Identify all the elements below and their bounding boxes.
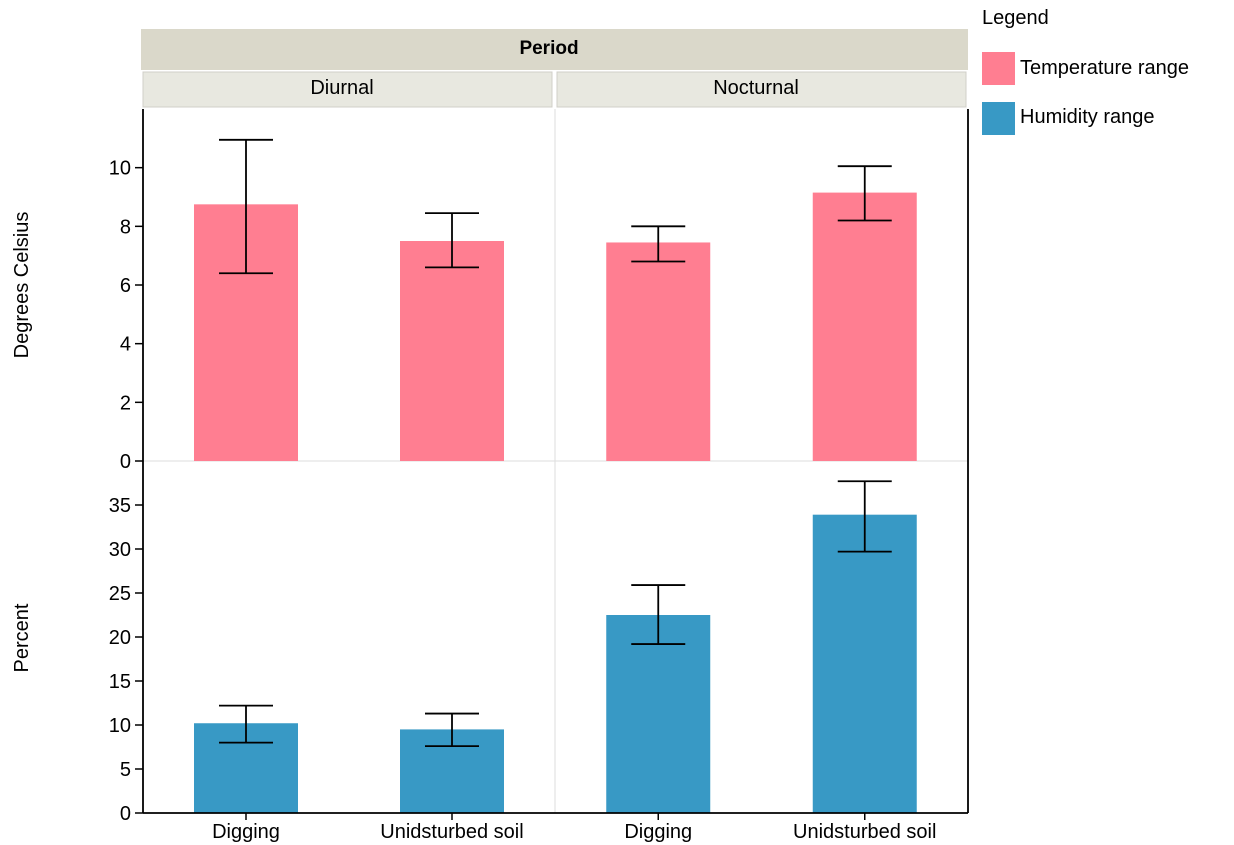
y-tick-label-humidity: 0	[120, 803, 131, 825]
y-tick-label-humidity: 20	[109, 627, 131, 649]
y-tick-label-temperature: 6	[120, 275, 131, 297]
y-tick-label-humidity: 15	[109, 671, 131, 693]
y-tick-label-temperature: 10	[109, 158, 131, 180]
y-tick-label-humidity: 25	[109, 583, 131, 605]
plot-area: 0 2 4 6 8 10 0 5 10 15 20 25 30 35 Digging Unidsturbed …	[109, 109, 969, 843]
bar-temperature-nocturnal-undisturbed	[812, 192, 917, 461]
y-tick-label-humidity: 35	[109, 495, 131, 517]
facet-label-nocturnal: Nocturnal	[713, 77, 799, 99]
x-tick-label: Unidsturbed soil	[380, 821, 523, 843]
y-axis-title-humidity: Percent	[11, 603, 33, 672]
x-tick-label: Digging	[212, 821, 280, 843]
legend-swatch-humidity	[982, 102, 1015, 135]
facet-label-diurnal: Diurnal	[310, 77, 373, 99]
y-tick-label-temperature: 2	[120, 392, 131, 414]
y-tick-label-humidity: 10	[109, 715, 131, 737]
legend-label-temperature: Temperature range	[1020, 57, 1189, 79]
y-axis-title-temperature: Degrees Celsius	[11, 212, 33, 359]
bar-humidity-nocturnal-digging	[606, 615, 711, 813]
legend-swatch-temperature	[982, 52, 1015, 85]
bar-temperature-nocturnal-digging	[606, 242, 711, 461]
x-tick-label: Unidsturbed soil	[793, 821, 936, 843]
bar-humidity-nocturnal-undisturbed	[812, 514, 917, 813]
facet-header-diurnal	[142, 71, 553, 108]
y-tick-label-temperature: 0	[120, 451, 131, 473]
facet-title-background	[141, 29, 968, 70]
y-tick-label-humidity: 30	[109, 539, 131, 561]
y-tick-label-temperature: 8	[120, 216, 131, 238]
facet-title: Period	[519, 38, 578, 59]
bar-temperature-diurnal-undisturbed	[400, 241, 504, 461]
x-tick-label: Digging	[624, 821, 692, 843]
y-tick-label-temperature: 4	[120, 334, 131, 356]
legend-label-humidity: Humidity range	[1020, 106, 1155, 128]
legend-title: Legend	[982, 7, 1049, 29]
y-tick-label-humidity: 5	[120, 759, 131, 781]
facet-header-nocturnal	[556, 71, 967, 108]
